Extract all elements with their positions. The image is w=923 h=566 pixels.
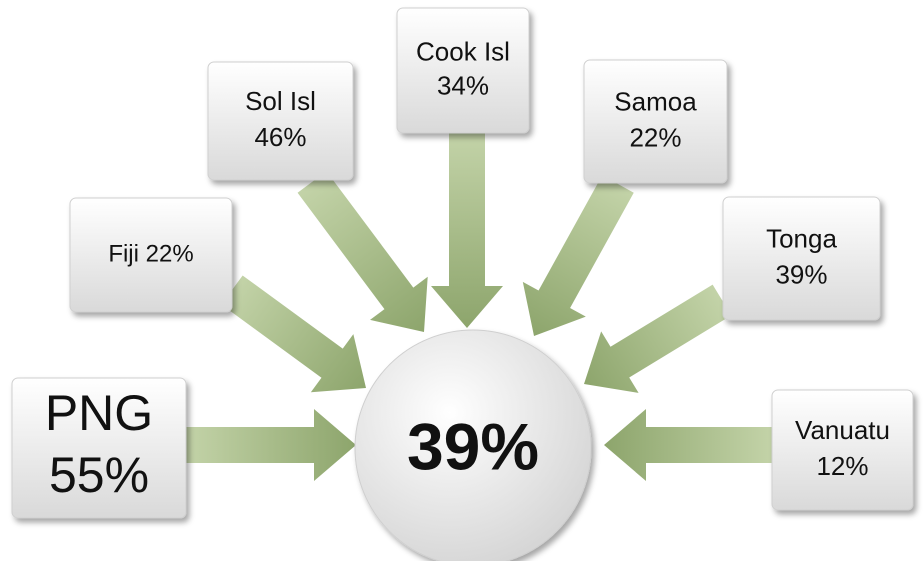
- node-label: 39%: [775, 259, 827, 289]
- arrow: [604, 409, 772, 481]
- node-box: [69, 197, 233, 313]
- node-label: Vanuatu: [795, 415, 890, 445]
- node-label: Fiji 22%: [108, 240, 193, 267]
- node-label: 22%: [629, 122, 681, 152]
- node-label: Sol Isl: [245, 86, 316, 116]
- node-label: 34%: [437, 70, 489, 100]
- node-box: [11, 377, 187, 519]
- arrow: [186, 409, 356, 481]
- arrow: [431, 133, 503, 328]
- node-label: Samoa: [614, 86, 697, 116]
- boxes: PNG 55% Fiji 22% Sol Isl 46% Cook Isl 34% Samoa…: [11, 7, 914, 519]
- node-label: 46%: [254, 122, 306, 152]
- node-label: Cook Isl: [416, 36, 510, 66]
- node-label: 55%: [49, 447, 149, 503]
- center-circle: [354, 329, 592, 566]
- node-box: [722, 196, 881, 321]
- node-label: Tonga: [766, 223, 837, 253]
- node-label: 12%: [816, 451, 868, 481]
- arrow: [221, 275, 367, 393]
- node-box: [207, 61, 354, 181]
- node-label: PNG: [45, 385, 153, 441]
- arrows: [186, 133, 772, 481]
- arrow: [522, 175, 634, 337]
- arrow: [583, 284, 732, 393]
- node-box: [396, 7, 530, 134]
- arrow: [297, 171, 428, 332]
- node-box: [583, 59, 728, 184]
- node-box: [771, 389, 914, 511]
- center-label: 39%: [407, 409, 539, 483]
